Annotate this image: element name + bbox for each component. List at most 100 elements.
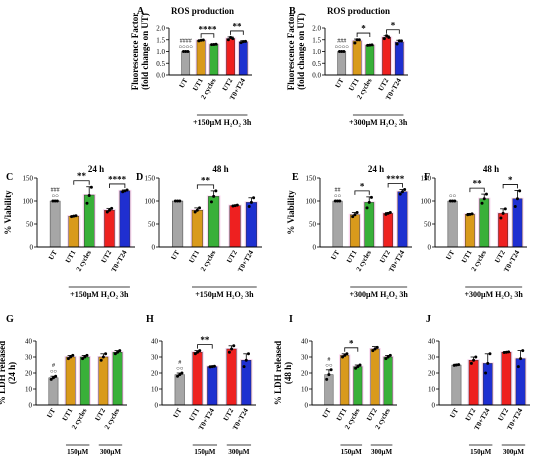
panel-letter: H bbox=[146, 314, 154, 325]
y-axis-label: (fold change on UT) bbox=[296, 13, 306, 90]
data-point bbox=[355, 211, 359, 214]
bar bbox=[79, 356, 90, 406]
data-point bbox=[345, 352, 349, 356]
significance-bracket bbox=[200, 33, 215, 38]
panel-letter: D bbox=[136, 172, 143, 183]
bar bbox=[365, 44, 375, 76]
significance-bracket bbox=[354, 190, 370, 195]
data-point bbox=[369, 195, 373, 199]
y-tick-label: 20 bbox=[301, 370, 309, 378]
y-tick-label: 30 bbox=[25, 354, 33, 362]
data-point bbox=[518, 189, 522, 193]
ut-significance-mark: ### bbox=[337, 38, 346, 44]
data-point bbox=[252, 196, 256, 200]
significance-label: ** bbox=[77, 171, 87, 181]
data-point bbox=[173, 199, 177, 203]
bar bbox=[207, 366, 218, 406]
data-point bbox=[484, 192, 488, 196]
y-axis-label: (48 h) bbox=[283, 362, 293, 384]
panel-A: A ROS production Fluorescence Factor (fold … bbox=[130, 6, 252, 127]
x-tick-label: UT bbox=[178, 77, 190, 90]
data-point bbox=[367, 200, 371, 204]
data-point bbox=[201, 38, 205, 42]
dose-label: 300μM bbox=[228, 448, 249, 456]
y-tick-label: 40 bbox=[428, 338, 436, 346]
data-point bbox=[210, 365, 214, 369]
data-point bbox=[370, 43, 374, 47]
bar bbox=[208, 196, 220, 248]
data-point bbox=[472, 358, 476, 362]
y-tick-label: 0 bbox=[29, 402, 33, 410]
data-point bbox=[333, 199, 337, 203]
data-point bbox=[373, 347, 377, 351]
data-point bbox=[247, 205, 251, 209]
significance-bracket bbox=[196, 184, 215, 189]
data-point bbox=[181, 50, 185, 53]
significance-label: ** bbox=[232, 21, 242, 31]
data-point bbox=[101, 355, 105, 359]
data-point bbox=[210, 43, 214, 47]
data-point bbox=[232, 344, 236, 348]
data-point bbox=[51, 376, 55, 380]
significance-label: ** bbox=[201, 175, 211, 185]
x-tick-label: UT bbox=[334, 77, 346, 90]
panel-title: 48 h bbox=[212, 164, 228, 174]
significance-label: * bbox=[391, 20, 396, 30]
bar bbox=[482, 363, 493, 406]
data-point bbox=[227, 350, 231, 354]
x-tick-label: UT bbox=[172, 407, 184, 420]
group-label: +150μM H₂O₂ 3h bbox=[195, 290, 254, 299]
significance-label: ** bbox=[473, 179, 483, 189]
significance-label: * bbox=[508, 175, 513, 185]
y-axis-label: % Viability bbox=[286, 190, 296, 235]
data-point bbox=[214, 189, 218, 193]
bar bbox=[340, 355, 350, 406]
data-point bbox=[353, 41, 357, 45]
y-tick-label: 20 bbox=[25, 370, 33, 378]
data-point bbox=[198, 206, 202, 210]
y-tick-label: 1.5 bbox=[156, 36, 165, 44]
data-point bbox=[482, 197, 486, 201]
y-tick-label: 20 bbox=[428, 370, 436, 378]
significance-bracket bbox=[344, 347, 359, 352]
panel-letter: I bbox=[289, 314, 293, 325]
ut-significance-mark: # bbox=[178, 360, 181, 366]
x-tick-label: T0+T24 bbox=[110, 249, 129, 274]
x-tick-label: UT2 bbox=[493, 249, 507, 265]
ut-significance-mark: ## bbox=[335, 188, 341, 194]
data-point bbox=[89, 185, 93, 189]
data-point bbox=[85, 201, 89, 205]
data-point bbox=[231, 37, 235, 41]
data-point bbox=[83, 355, 87, 359]
y-tick-label: 0 bbox=[30, 244, 34, 252]
panel-G: G% LDH released(24 h)010203040#○○UTUT12 … bbox=[0, 314, 127, 456]
x-tick-label: UT bbox=[329, 249, 341, 262]
data-point bbox=[355, 38, 359, 42]
bar bbox=[49, 200, 61, 248]
ut-significance-mark: # bbox=[52, 363, 55, 369]
data-point bbox=[230, 347, 234, 351]
y-tick-label: 1.5 bbox=[312, 36, 321, 44]
bar bbox=[68, 215, 80, 248]
data-point bbox=[184, 50, 188, 53]
bar bbox=[209, 44, 219, 76]
panel-letter: F bbox=[424, 172, 430, 183]
data-point bbox=[501, 211, 505, 215]
ut-significance-mark: ○○ bbox=[449, 194, 457, 200]
data-point bbox=[385, 34, 389, 38]
panel-title: 48 h bbox=[483, 164, 499, 174]
data-point bbox=[400, 39, 404, 43]
data-point bbox=[241, 40, 245, 44]
dose-label: 300μM bbox=[371, 448, 392, 456]
data-point bbox=[451, 199, 455, 203]
bar bbox=[364, 202, 375, 248]
data-point bbox=[480, 201, 484, 205]
x-tick-label: UT1 bbox=[345, 249, 359, 265]
significance-bracket bbox=[502, 184, 518, 189]
data-point bbox=[342, 50, 346, 53]
y-tick-label: 100 bbox=[145, 198, 156, 206]
x-tick-label: UT bbox=[47, 249, 59, 262]
bar bbox=[383, 356, 393, 406]
data-point bbox=[212, 194, 216, 198]
